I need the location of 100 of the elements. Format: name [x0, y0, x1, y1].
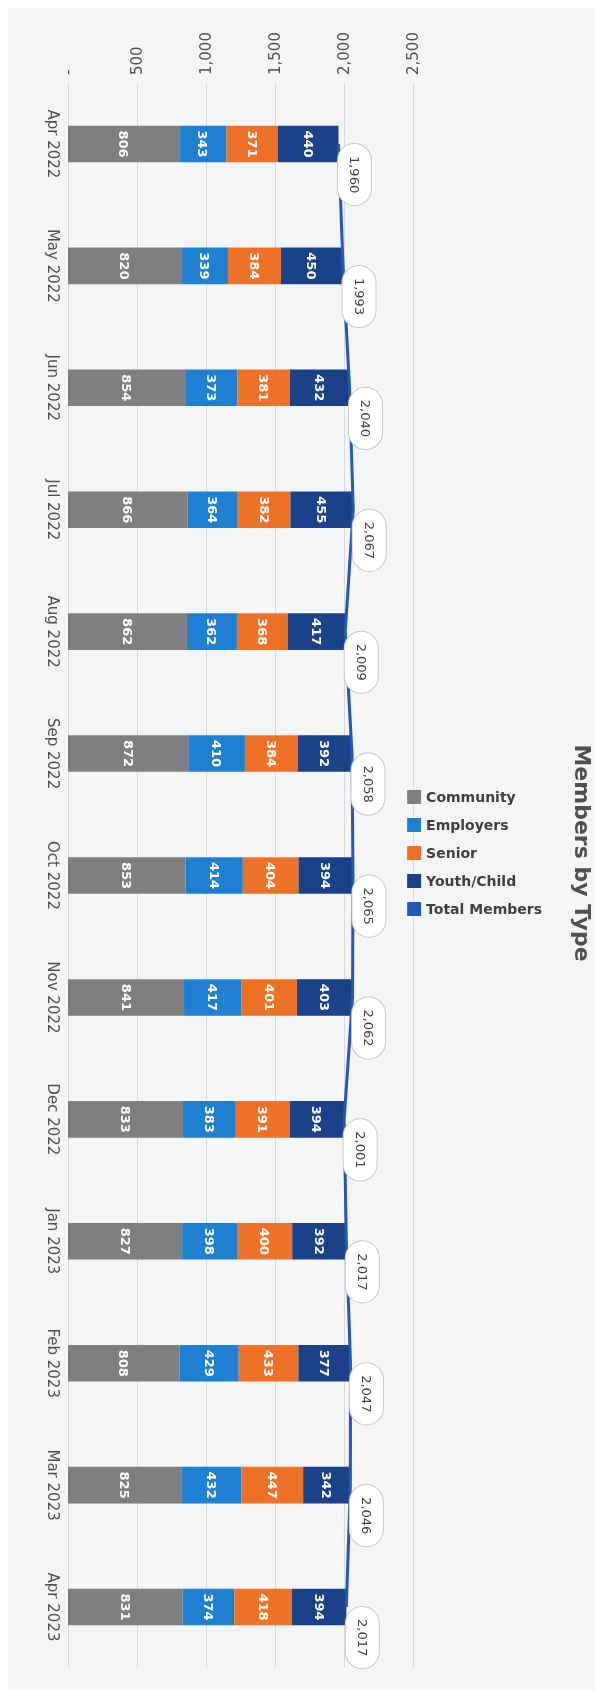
data-label: 1,993 [351, 277, 367, 316]
data-label: 808 [116, 1349, 132, 1377]
data-label: 827 [117, 1227, 133, 1255]
legend-label: Youth/Child [425, 873, 517, 889]
data-label: 854 [119, 374, 135, 402]
bar [179, 1344, 239, 1382]
data-label: 414 [206, 861, 222, 890]
data-label: 866 [120, 496, 136, 524]
data-label: 2,065 [361, 887, 377, 925]
data-label: 403 [317, 983, 333, 1011]
data-label: 2,067 [361, 521, 377, 559]
legend-label: Community [426, 789, 516, 805]
data-label: 392 [317, 740, 333, 768]
bar [68, 979, 185, 1016]
bar [68, 1101, 183, 1138]
data-label: 825 [117, 1471, 133, 1499]
data-label: 392 [311, 1227, 327, 1255]
y-tick-label: Mar 2023 [43, 1449, 62, 1521]
data-label: 432 [312, 374, 328, 402]
data-label: 384 [263, 740, 279, 768]
legend-label: Employers [426, 817, 509, 833]
bar [68, 247, 182, 285]
data-label: 417 [205, 983, 221, 1011]
x-tick-label: 1,500 [266, 32, 284, 75]
data-label: 1,960 [346, 155, 362, 194]
data-label: 391 [255, 1105, 271, 1133]
data-label: 872 [120, 740, 136, 768]
data-label: 833 [117, 1105, 133, 1133]
data-label: 2,017 [354, 1253, 370, 1291]
bar [236, 613, 288, 650]
data-label: 2,009 [353, 643, 369, 681]
data-label: 410 [209, 740, 225, 768]
data-label: 368 [254, 618, 270, 646]
bar [68, 369, 186, 407]
data-label: 394 [309, 1105, 325, 1133]
bar [226, 125, 278, 163]
data-label: 2,040 [358, 399, 374, 438]
data-label: 455 [314, 496, 330, 524]
data-label: 432 [204, 1471, 220, 1499]
bar [182, 1101, 236, 1138]
data-label: 364 [205, 496, 221, 524]
data-label: 343 [195, 130, 211, 158]
data-label: 374 [200, 1593, 216, 1621]
data-label: 394 [311, 1593, 327, 1621]
data-label: 398 [202, 1227, 218, 1255]
y-tick-label: Jan 2023 [43, 1207, 62, 1275]
y-tick-label: Apr 2023 [43, 1572, 62, 1642]
legend-label: Total Members [426, 901, 542, 917]
bar [237, 1222, 293, 1260]
data-label: 831 [117, 1593, 133, 1621]
data-label: 382 [256, 496, 272, 524]
bar [68, 125, 180, 163]
data-label: 371 [244, 130, 260, 158]
legend-label: Senior [426, 845, 478, 861]
bar [187, 491, 238, 529]
data-label: 394 [318, 861, 334, 890]
bar [68, 735, 189, 772]
y-tick-label: Feb 2023 [43, 1328, 62, 1398]
data-label: 440 [300, 130, 316, 158]
data-label: 2,062 [361, 1009, 377, 1047]
y-tick-label: Jun 2022 [43, 353, 62, 421]
data-label: 401 [261, 983, 277, 1011]
data-label: 362 [204, 618, 220, 646]
x-tick-label: 500 [128, 46, 146, 75]
bar [186, 613, 237, 650]
data-label: 806 [116, 130, 132, 158]
data-label: 447 [264, 1471, 280, 1499]
y-tick-label: May 2022 [43, 228, 62, 303]
x-tick-label: 1,000 [197, 32, 215, 75]
data-label: 853 [119, 861, 135, 890]
bar [68, 857, 186, 894]
bar [242, 857, 299, 894]
bar [68, 1222, 183, 1260]
bar [188, 735, 245, 772]
data-label: 862 [119, 618, 135, 646]
data-label: 450 [304, 252, 320, 280]
data-label: 339 [197, 252, 213, 280]
data-label: 400 [257, 1227, 273, 1255]
text: Members by Type [569, 744, 595, 962]
data-label: 384 [246, 252, 262, 280]
bar [244, 735, 298, 772]
y-tick-label: Jul 2022 [43, 478, 62, 541]
data-label: 381 [256, 374, 272, 402]
bar [179, 125, 227, 163]
bar [182, 1222, 238, 1260]
y-tick-label: Sep 2022 [43, 717, 62, 790]
bar [182, 1588, 235, 1626]
bar [181, 1466, 242, 1504]
bar [68, 1344, 180, 1382]
data-label: 2,001 [352, 1131, 368, 1169]
bar [185, 857, 243, 894]
bar [241, 1466, 304, 1504]
data-label: 377 [316, 1349, 332, 1377]
data-label: 2,047 [358, 1375, 374, 1413]
bar [68, 613, 187, 650]
x-tick-label: - [59, 69, 77, 75]
bar [234, 1588, 292, 1626]
y-tick-label: Apr 2022 [43, 109, 62, 179]
data-label: 2,017 [354, 1619, 370, 1657]
x-tick-label: 2,500 [404, 32, 422, 75]
